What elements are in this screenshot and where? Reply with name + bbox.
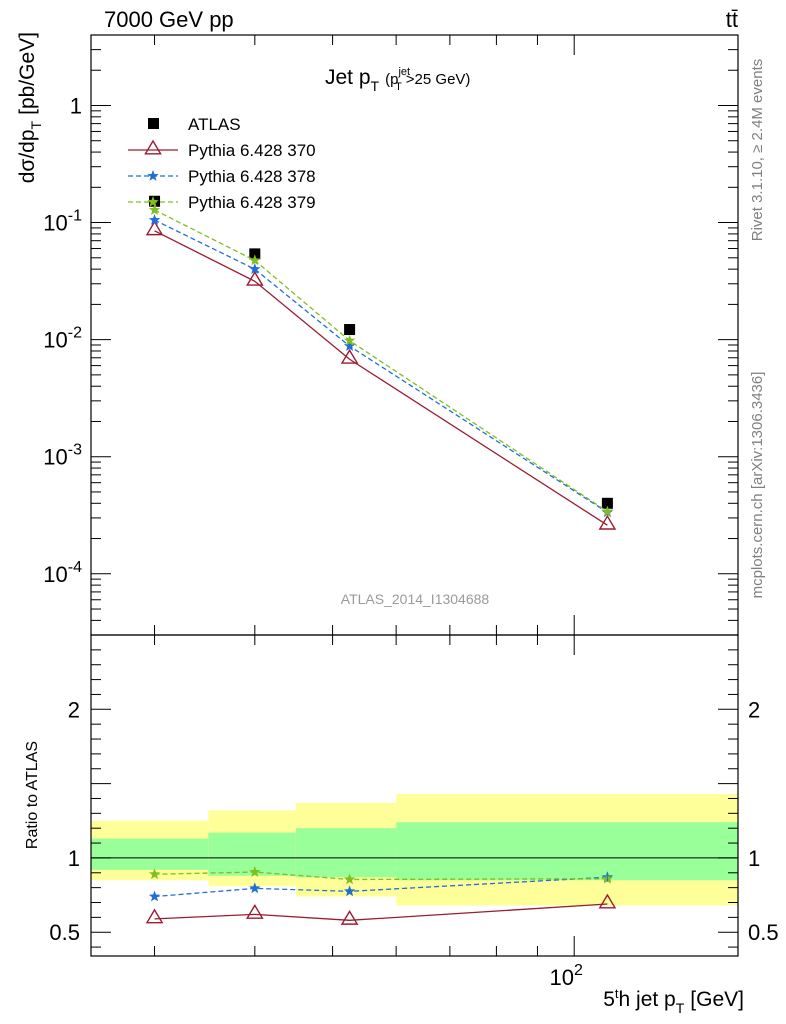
y-tick-label: 10-4 <box>43 559 82 587</box>
legend-label: ATLAS <box>188 115 241 134</box>
y-tick-label: 10-2 <box>43 325 82 353</box>
main-pythia-6-428-379-point <box>601 505 614 517</box>
y-tick-label-base: 10 <box>43 328 67 353</box>
legend: ATLAS Pythia 6.428 370 Pythia 6.428 378 Pyt… <box>128 115 316 212</box>
main-pythia-6-428-379-line <box>154 209 608 513</box>
main-pythia-6-428-379-point <box>148 204 161 215</box>
band-inner-bin <box>208 832 296 876</box>
main-atlas-point <box>601 497 613 509</box>
y-tick-label-base: 1 <box>70 93 82 118</box>
ratio-y-axis-label: Ratio to ATLAS <box>24 741 41 849</box>
ratio-y-tick-label: 2 <box>68 697 80 722</box>
y-tick-label-exponent: -1 <box>68 208 82 225</box>
ratio-pythia-6-428-379-line <box>154 871 608 881</box>
y-tick-label: 10-1 <box>43 208 82 236</box>
data-series <box>145 195 617 925</box>
ratio-pythia-6-428-379-point <box>148 868 161 880</box>
axis-ticks <box>91 34 738 956</box>
main-pythia-6-428-378-point <box>343 340 356 351</box>
title-part: Jet p <box>325 66 371 89</box>
legend-marker-triangle <box>144 139 162 155</box>
legend-marker-star <box>147 170 159 181</box>
ratio-pythia-6-428-370-point <box>145 908 164 924</box>
ylabel-part: dσ/dp <box>16 129 39 183</box>
rivet-version-label: Rivet 3.1.10, ≥ 2.4M events <box>749 59 766 242</box>
process-label: tt̄ <box>726 7 738 32</box>
xlabel-part: [GeV] <box>690 988 744 1011</box>
ratio-pythia-6-428-379-point <box>343 873 356 885</box>
legend-label: Pythia 6.428 379 <box>188 193 316 212</box>
ratio-pythia-6-428-379-point <box>249 866 261 877</box>
main-pythia-6-428-378-point <box>249 263 261 274</box>
ratio-pythia-6-428-378-point <box>249 882 261 894</box>
y-tick-label-base: 10 <box>43 445 67 470</box>
title-part: (p <box>385 71 398 88</box>
band-inner-bin <box>91 838 209 870</box>
ylabel-part: [pb/GeV] <box>16 32 39 115</box>
y-tick-label: 10-3 <box>43 442 82 470</box>
xlabel-part: h jet p <box>619 988 676 1011</box>
chart-title: Jet pT (pjet T >25 GeV) <box>325 66 470 94</box>
xlabel-sub: T <box>676 1000 685 1016</box>
main-pythia-6-428-370-point <box>145 220 164 236</box>
title-sub: T <box>371 78 380 94</box>
title-sup: jet <box>397 66 410 78</box>
legend-marker-star <box>147 196 159 207</box>
y-tick-label: 1 <box>70 93 82 118</box>
xlabel-sup: t <box>615 986 619 1001</box>
ratio-pythia-6-428-378-point <box>343 885 356 897</box>
y-axis-label: dσ/dpT [pb/GeV] <box>16 32 44 183</box>
title-sub: T <box>395 81 402 93</box>
ratio-y-tick-label: 1 <box>68 846 80 871</box>
main-pythia-6-428-378-line <box>154 219 608 513</box>
ratio-pythia-6-428-370-point <box>245 904 264 919</box>
x-axis-label: 5th jet pT [GeV] <box>603 986 744 1016</box>
y-tick-label-exponent: -2 <box>68 325 82 342</box>
ratio-pythia-6-428-378-point <box>148 890 161 902</box>
main-atlas-point <box>344 324 356 336</box>
xlabel-part: 5 <box>603 988 615 1011</box>
main-pythia-6-428-370-point <box>598 514 617 530</box>
ylabel-sub: T <box>28 120 44 129</box>
main-pythia-6-428-378-point <box>148 214 161 225</box>
mcplots-label: mcplots.cern.ch [arXiv:1306.3436] <box>749 372 766 599</box>
title-part: >25 GeV) <box>406 71 471 88</box>
main-pythia-6-428-379-point <box>249 254 261 266</box>
analysis-id: ATLAS_2014_I1304688 <box>341 591 490 607</box>
axes-frames <box>90 34 739 957</box>
ratio-y-tick-label-right: 0.5 <box>748 920 779 945</box>
legend-label: Pythia 6.428 370 <box>188 141 316 160</box>
ratio-frame <box>90 634 739 957</box>
y-tick-label-exponent: -4 <box>68 559 82 576</box>
main-atlas-point <box>249 248 261 260</box>
band-inner-bin <box>396 822 738 881</box>
ratio-y-tick-label: 0.5 <box>49 920 80 945</box>
x-tick-label: 102 <box>549 962 582 990</box>
ratio-pythia-6-428-370-point <box>340 909 359 925</box>
main-pythia-6-428-379-point <box>343 334 356 346</box>
ratio-pythia-6-428-378-line <box>154 876 608 898</box>
main-pythia-6-428-370-point <box>340 348 359 364</box>
ratio-y-tick-label-right: 2 <box>748 697 760 722</box>
ratio-uncertainty-bands <box>91 794 738 906</box>
ratio-y-tick-label-right: 1 <box>748 846 760 871</box>
legend-marker-atlas <box>148 118 159 129</box>
band-inner-bin <box>295 828 397 878</box>
legend-label: Pythia 6.428 378 <box>188 167 316 186</box>
y-tick-label-exponent: -3 <box>68 442 82 459</box>
energy-label: 7000 GeV pp <box>104 7 234 32</box>
main-pythia-6-428-370-line <box>154 230 608 526</box>
y-tick-label-base: 10 <box>43 211 67 236</box>
ratio-pythia-6-428-370-point <box>598 893 617 909</box>
ratio-pythia-6-428-370-line <box>154 903 608 921</box>
y-tick-label-base: 10 <box>43 562 67 587</box>
x-tick-label-exponent: 2 <box>574 962 583 979</box>
main-pythia-6-428-370-point <box>245 270 264 286</box>
x-tick-label-base: 10 <box>549 965 573 990</box>
